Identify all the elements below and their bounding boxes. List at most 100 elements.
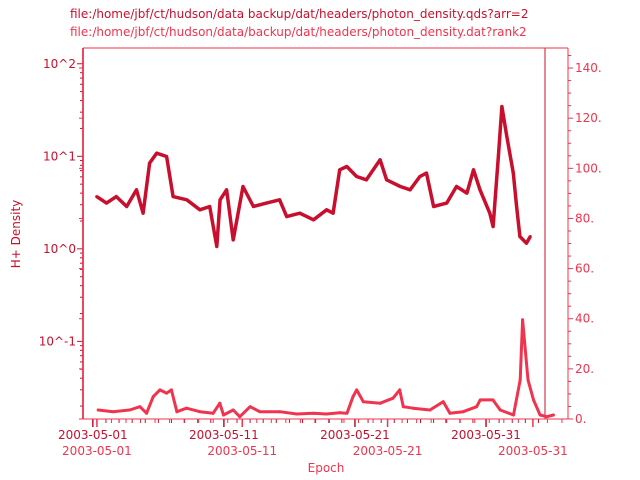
y-tick-label: 10^2 bbox=[43, 57, 76, 71]
data-point bbox=[185, 198, 189, 202]
data-point bbox=[378, 401, 382, 405]
data-point bbox=[171, 195, 175, 199]
y-tick-label: 80. bbox=[575, 211, 594, 225]
data-point bbox=[491, 398, 495, 402]
data-point bbox=[518, 234, 522, 238]
data-point bbox=[338, 168, 342, 172]
data-point bbox=[378, 158, 382, 162]
data-point bbox=[424, 171, 428, 175]
y-tick-label: 120. bbox=[575, 111, 602, 125]
y-tick-label: 10^0 bbox=[43, 242, 76, 256]
y-tick-label: 60. bbox=[575, 262, 594, 276]
x-axis-label: Epoch bbox=[308, 461, 345, 475]
data-point bbox=[418, 174, 422, 178]
x-tick-label: 2003-05-31 bbox=[451, 428, 521, 442]
data-point bbox=[461, 410, 465, 414]
data-point bbox=[185, 406, 189, 410]
data-point bbox=[278, 198, 282, 202]
data-point bbox=[491, 225, 495, 229]
data-point bbox=[158, 388, 162, 392]
data-point bbox=[432, 204, 436, 208]
data-point bbox=[511, 171, 515, 175]
y-tick-label: 140. bbox=[575, 61, 602, 75]
data-point bbox=[165, 391, 169, 395]
log-plot-layer: 10^-1 10^0 10^1 10^2 2003-05-01 2003-05-11 200… bbox=[39, 47, 546, 442]
data-point bbox=[524, 241, 528, 245]
data-series-line bbox=[95, 104, 532, 249]
x-tick-label: 2003-05-01 bbox=[58, 428, 128, 442]
data-point bbox=[401, 405, 405, 409]
linear-plot-layer: 0. 20. 40. 60. 80. 100. 120. 140. 2003-05-01 2003… bbox=[62, 47, 602, 458]
data-point bbox=[311, 411, 315, 415]
data-point bbox=[505, 134, 509, 138]
data-point bbox=[151, 395, 155, 399]
data-point bbox=[545, 415, 549, 419]
data-point bbox=[238, 415, 242, 419]
data-point bbox=[285, 215, 289, 219]
data-point bbox=[145, 411, 149, 415]
data-point bbox=[515, 204, 519, 208]
data-point bbox=[512, 413, 516, 417]
data-point bbox=[391, 396, 395, 400]
data-point bbox=[96, 408, 100, 412]
data-point bbox=[465, 191, 469, 195]
data-point bbox=[538, 413, 542, 417]
data-point bbox=[215, 245, 219, 249]
data-point bbox=[311, 218, 315, 222]
x-tick-label: 2003-05-21 bbox=[320, 428, 390, 442]
data-point bbox=[345, 164, 349, 168]
data-point bbox=[169, 388, 173, 392]
data-point bbox=[488, 211, 492, 215]
y-tick-label: 10^-1 bbox=[39, 334, 76, 348]
x-tick-label: 2003-05-11 bbox=[207, 444, 277, 458]
data-point bbox=[155, 151, 159, 155]
data-point bbox=[411, 406, 415, 410]
data-point bbox=[231, 238, 235, 242]
data-point bbox=[408, 188, 412, 192]
data-point bbox=[138, 405, 142, 409]
data-point bbox=[125, 204, 129, 208]
data-point bbox=[551, 413, 555, 417]
data-point bbox=[345, 411, 349, 415]
x-tick-label: 2003-05-11 bbox=[189, 428, 259, 442]
data-point bbox=[518, 378, 522, 382]
data-series-line bbox=[97, 318, 554, 419]
data-point bbox=[231, 408, 235, 412]
data-point bbox=[95, 195, 99, 199]
data-point bbox=[398, 184, 402, 188]
data-point bbox=[528, 234, 532, 238]
data-point bbox=[428, 408, 432, 412]
data-point bbox=[325, 208, 329, 212]
data-point bbox=[141, 211, 145, 215]
y-tick-label: 0. bbox=[575, 412, 586, 426]
data-point bbox=[221, 413, 225, 417]
data-point bbox=[251, 204, 255, 208]
data-point bbox=[448, 411, 452, 415]
data-point bbox=[148, 161, 152, 165]
data-point bbox=[478, 188, 482, 192]
data-point bbox=[211, 411, 215, 415]
x-tick-label: 2003-05-01 bbox=[62, 444, 132, 458]
x-tick-label: 2003-05-31 bbox=[498, 444, 568, 458]
data-point bbox=[324, 412, 328, 416]
data-point bbox=[218, 401, 222, 405]
data-point bbox=[521, 318, 525, 322]
data-point bbox=[500, 105, 504, 109]
data-point bbox=[355, 388, 359, 392]
data-point bbox=[198, 208, 202, 212]
data-point bbox=[278, 410, 282, 414]
data-point bbox=[241, 184, 245, 188]
data-point bbox=[475, 405, 479, 409]
data-point bbox=[361, 400, 365, 404]
data-point bbox=[218, 198, 222, 202]
data-point bbox=[248, 405, 252, 409]
data-point bbox=[295, 412, 299, 416]
data-point bbox=[355, 174, 359, 178]
data-point bbox=[497, 151, 501, 155]
data-point bbox=[441, 400, 445, 404]
data-point bbox=[111, 410, 115, 414]
data-point bbox=[104, 201, 108, 205]
data-point bbox=[298, 211, 302, 215]
data-point bbox=[128, 408, 132, 412]
